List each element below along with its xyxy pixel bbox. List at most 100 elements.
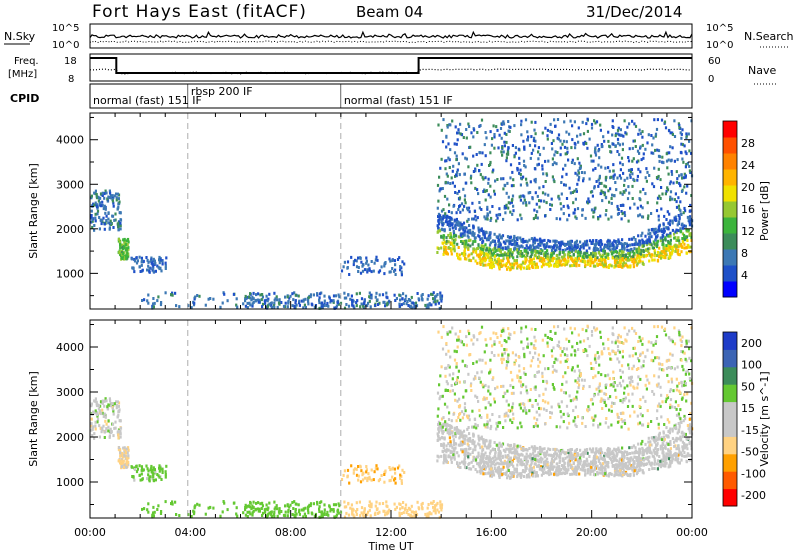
echo-cell [613,194,616,198]
echo-cell [509,163,513,167]
echo-cell [95,413,99,417]
echo-cell [484,154,487,158]
echo-cell [97,404,101,408]
echo-cell [592,215,595,219]
echo-cell [621,148,624,152]
echo-cell [659,197,662,200]
echo-cell [159,466,162,470]
echo-cell [546,137,549,141]
echo-cell [666,186,669,190]
echo-cell [529,258,532,262]
echo-cell [558,459,561,463]
echo-cell [160,269,163,273]
echo-cell [123,242,126,246]
echo-cell [449,449,452,453]
echo-cell [653,460,656,463]
echo-cell [595,447,598,451]
echo-cell [577,140,580,144]
echo-cell [123,454,126,458]
echo-cell [673,452,677,456]
echo-cell [99,400,103,404]
echo-cell [467,122,470,126]
echo-cell [106,407,109,411]
echo-cell [394,481,397,485]
echo-cell [445,242,448,245]
echo-cell [631,260,634,263]
echo-cell [679,227,682,231]
echo-cell [398,304,401,308]
echo-cell [520,460,524,464]
echo-cell [546,257,549,261]
echo-cell [669,443,672,446]
echo-cell [661,449,664,453]
echo-cell [662,248,665,252]
echo-cell [467,243,470,247]
echo-cell [658,437,661,441]
echo-cell [651,182,654,186]
echo-cell [618,258,621,262]
echo-cell [524,448,527,452]
echo-cell [119,451,122,455]
echo-cell [109,221,112,225]
echo-cell [153,301,156,305]
echo-cell [530,469,533,473]
echo-cell [596,256,599,260]
echo-cell [504,472,507,476]
echo-cell [532,465,535,469]
echo-cell [559,247,562,251]
echo-cell [636,174,639,178]
echo-cell [498,241,501,245]
echo-cell [154,269,157,273]
echo-cell [154,261,157,265]
echo-cell [631,451,634,455]
echo-cell [336,301,340,305]
echo-cell [483,233,486,237]
echo-cell [672,181,675,185]
echo-cell [571,138,574,142]
echo-cell [602,466,605,470]
echo-cell [108,397,111,401]
echo-cell [90,220,93,224]
echo-cell [664,464,667,468]
echo-cell [586,117,589,121]
echo-cell [380,474,383,477]
echo-cell [556,136,559,140]
echo-cell [551,163,554,167]
echo-cell [447,240,450,244]
echo-cell [474,186,477,190]
echo-cell [534,238,537,242]
echo-cell [117,197,120,201]
echo-cell [130,257,133,261]
echo-cell [111,402,114,405]
echo-cell [297,294,300,298]
echo-cell [501,467,504,471]
echo-cell [446,431,449,435]
echo-cell [158,267,161,271]
echo-cell [544,180,547,183]
echo-cell [432,291,435,295]
echo-cell [657,214,660,218]
echo-cell [666,210,669,214]
echo-cell [443,459,446,463]
echo-cell [120,465,123,469]
echo-cell [138,464,141,468]
echo-cell [519,462,522,466]
echo-cell [597,243,601,246]
echo-cell [370,478,373,482]
echo-cell [457,246,460,249]
echo-cell [476,253,479,257]
echo-cell [414,305,417,309]
echo-cell [628,258,631,262]
echo-cell [104,397,107,401]
echo-cell [590,252,593,256]
echo-cell [533,208,536,212]
echo-cell [401,260,404,264]
echo-cell [618,265,621,268]
echo-cell [478,201,481,204]
echo-cell [601,462,605,466]
echo-cell [519,236,522,240]
echo-cell [483,441,486,445]
echo-cell [466,206,469,210]
echo-cell [531,248,534,252]
echo-cell [678,425,681,429]
